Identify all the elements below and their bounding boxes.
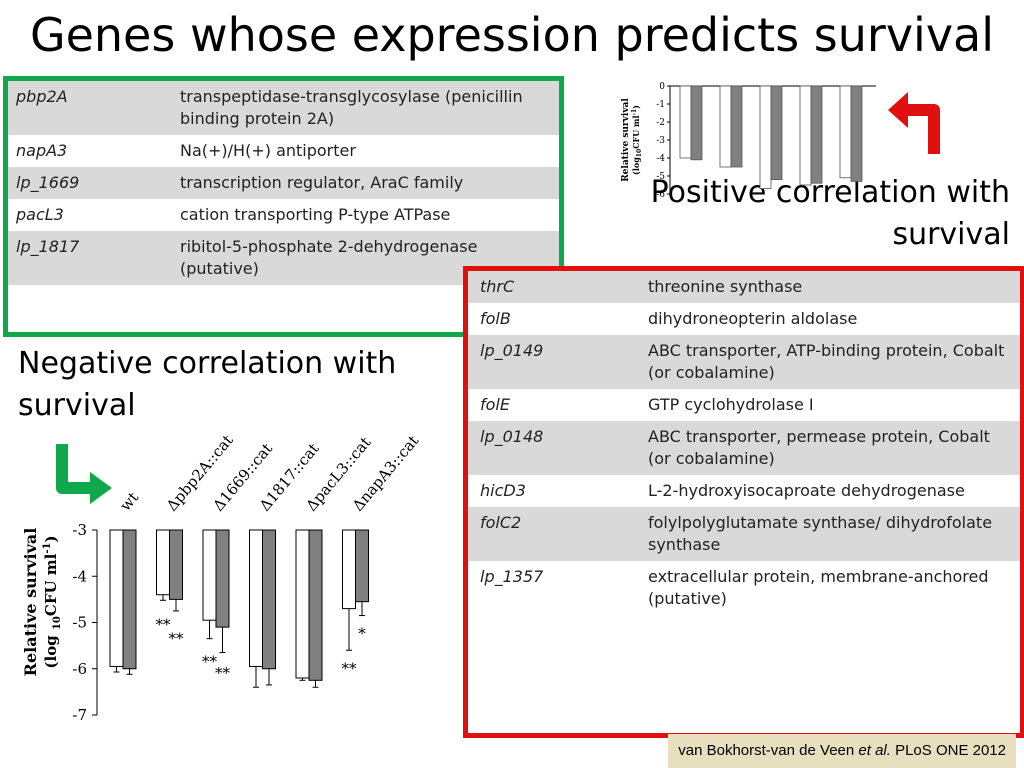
small-bar xyxy=(730,85,743,168)
slide-title: Genes whose expression predicts survival xyxy=(29,8,995,62)
gene-name: lp_1817 xyxy=(16,237,80,256)
small-y-tick-label: -6 xyxy=(656,190,665,200)
positive-gene-row: thrC threonine synthase xyxy=(468,271,1020,303)
y-tick-label: -7 xyxy=(72,706,87,724)
small-y-tick-label: -5 xyxy=(656,172,665,182)
small-y-axis-label: Relative survival xyxy=(621,98,631,182)
green-arrow-icon xyxy=(56,444,112,504)
gene-description: threonine synthase xyxy=(648,277,803,296)
small-bar xyxy=(810,85,823,184)
y-tick-label: -6 xyxy=(72,660,87,678)
gene-name: pbp2A xyxy=(16,87,68,106)
negative-correlation-caption: Negative correlation with survival xyxy=(18,346,397,423)
positive-gene-row: lp_0149 ABC transporter, ATP-binding prot… xyxy=(468,335,1020,389)
positive-correlation-table-box: thrC threonine synthase folB dihydroneopter… xyxy=(463,266,1024,738)
positive-gene-row: folC2 folylpolyglutamate synthase/ dihydr… xyxy=(468,507,1020,561)
small-y-tick-label: -2 xyxy=(656,118,665,128)
gene-name: folC2 xyxy=(480,513,522,532)
y-tick-label: -3 xyxy=(72,521,87,539)
gene-description: extracellular protein, membrane-anchored… xyxy=(648,567,989,608)
positive-gene-row: folE GTP cyclohydrolase I xyxy=(468,389,1020,421)
positive-gene-row: lp_0148 ABC transporter, permease protein… xyxy=(468,421,1020,475)
y-axis-label: Relative survival xyxy=(21,528,40,677)
bar xyxy=(122,529,137,670)
gene-name: lp_1669 xyxy=(16,173,80,192)
positive-gene-row: hicD3 L-2-hydroxyisocaproate dehydrogenas… xyxy=(468,475,1020,507)
bar xyxy=(262,529,276,670)
red-arrow-icon xyxy=(888,92,940,154)
negative-gene-row: napA3 Na(+)/H(+) antiporter xyxy=(8,135,559,167)
gene-name: napA3 xyxy=(16,141,68,160)
bar xyxy=(249,529,263,667)
bar xyxy=(109,529,124,667)
small-bar xyxy=(719,85,732,168)
gene-description: Na(+)/H(+) antiporter xyxy=(180,141,356,160)
positive-gene-row: lp_1357 extracellular protein, membrane-a… xyxy=(468,561,1020,615)
negative-gene-row: pacL3 cation transporting P-type ATPase xyxy=(8,199,559,231)
small-bar xyxy=(759,85,772,189)
small-bar xyxy=(850,85,863,182)
category-label: wt xyxy=(116,489,142,515)
positive-gene-row: folB dihydroneopterin aldolase xyxy=(468,303,1020,335)
negative-correlation-table: pbp2A transpeptidase-transglycosylase (pe… xyxy=(8,81,559,285)
significance-marker: * xyxy=(358,625,366,643)
y-axis-unit: (log 10CFU ml-1) xyxy=(42,535,63,668)
bar xyxy=(156,529,170,596)
bar xyxy=(342,529,356,610)
significance-marker: ** xyxy=(342,659,358,677)
small-bar xyxy=(679,85,692,159)
small-y-axis-unit: (log10CFU ml-1) xyxy=(631,105,643,175)
negative-gene-row: lp_1669 transcription regulator, AraC fam… xyxy=(8,167,559,199)
gene-description: ribitol-5-phosphate 2-dehydrogenase (put… xyxy=(180,237,478,278)
y-tick-label: -5 xyxy=(72,614,87,632)
gene-name: lp_0148 xyxy=(480,427,544,446)
survival-bar-chart-positive: 0 -1 -2 -3 -4 -5 -6 Relative survival (log10CF… xyxy=(621,82,876,200)
small-bar xyxy=(690,85,703,161)
bar xyxy=(169,529,183,600)
bar xyxy=(202,529,217,621)
positive-correlation-table: thrC threonine synthase folB dihydroneopter… xyxy=(468,271,1020,615)
gene-name: thrC xyxy=(480,277,515,296)
gene-name: folB xyxy=(480,309,511,328)
citation-etal: et al. xyxy=(858,742,891,759)
negative-correlation-table-box: pbp2A transpeptidase-transglycosylase (pe… xyxy=(3,76,564,337)
y-tick-label: -4 xyxy=(72,567,87,585)
gene-description: folylpolyglutamate synthase/ dihydrofola… xyxy=(648,513,993,554)
gene-description: transcription regulator, AraC family xyxy=(180,173,464,192)
small-bar xyxy=(770,85,783,180)
small-y-tick-label: 0 xyxy=(659,82,665,92)
citation-authors: van Bokhorst-van de Veen xyxy=(678,742,859,759)
gene-description: dihydroneopterin aldolase xyxy=(648,309,858,328)
bar xyxy=(295,529,310,679)
bar xyxy=(308,529,323,681)
significance-marker: ** xyxy=(215,664,231,682)
positive-correlation-caption: Positive correlation with survival xyxy=(650,175,1010,252)
gene-description: transpeptidase-transglycosylase (penicil… xyxy=(180,87,523,128)
small-bar xyxy=(839,85,852,179)
gene-name: lp_1357 xyxy=(480,567,544,586)
small-y-tick-label: -4 xyxy=(656,154,665,164)
bar xyxy=(215,529,230,628)
significance-marker: ** xyxy=(202,652,218,670)
negative-gene-row: pbp2A transpeptidase-transglycosylase (pe… xyxy=(8,81,559,135)
small-y-tick-label: -1 xyxy=(656,100,665,110)
small-y-tick-label: -3 xyxy=(656,136,665,146)
citation: van Bokhorst-van de Veen et al. PLoS ONE… xyxy=(668,734,1016,768)
gene-name: hicD3 xyxy=(480,481,526,500)
survival-bar-chart-mutants: -3-4-5-6-7 wt Δpbp2A::catΔ1669::catΔ1817:… xyxy=(21,431,422,724)
significance-marker: ** xyxy=(169,629,185,647)
gene-description: cation transporting P-type ATPase xyxy=(180,205,451,224)
citation-journal: PLoS ONE 2012 xyxy=(890,742,1006,759)
gene-description: ABC transporter, ATP-binding protein, Co… xyxy=(648,341,1005,382)
gene-name: lp_0149 xyxy=(480,341,544,360)
bar xyxy=(355,529,369,603)
significance-marker: ** xyxy=(156,615,172,633)
gene-description: L-2-hydroxyisocaproate dehydrogenase xyxy=(648,481,965,500)
small-bar xyxy=(799,85,812,186)
gene-description: GTP cyclohydrolase I xyxy=(648,395,814,414)
gene-description: ABC transporter, permease protein, Cobal… xyxy=(648,427,990,468)
gene-name: pacL3 xyxy=(16,205,64,224)
gene-name: folE xyxy=(480,395,510,414)
